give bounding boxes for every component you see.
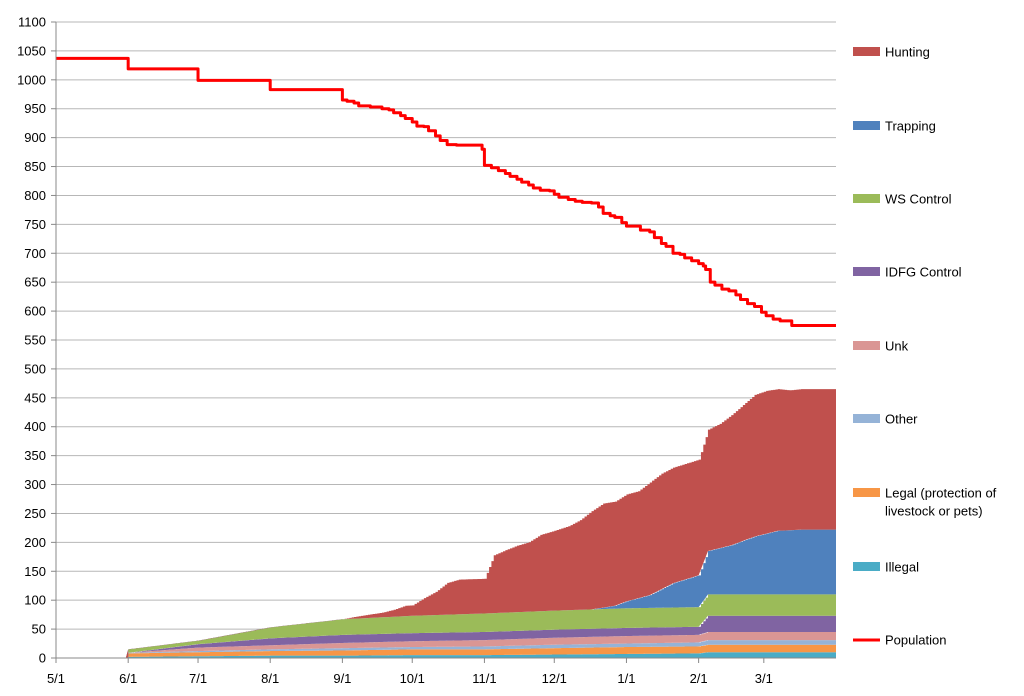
y-tick-label: 700 (24, 246, 46, 261)
y-tick-label: 800 (24, 188, 46, 203)
y-tick-label: 850 (24, 159, 46, 174)
area-idfg-control (56, 615, 836, 658)
legend: Hunting Trapping WS Control IDFG Control Unk… (853, 45, 997, 648)
legend-label-idfg-control: IDFG Control (885, 265, 962, 280)
x-tick-label: 9/1 (333, 671, 351, 686)
y-axis-ticks: 0 50 100 150 200 250 300 350 400 450 500 550 600 650 7… (17, 15, 56, 666)
area-unk (56, 631, 836, 658)
y-tick-label: 300 (24, 477, 46, 492)
area-ws-control (56, 594, 836, 658)
x-tick-label: 6/1 (119, 671, 137, 686)
x-tick-label: 7/1 (189, 671, 207, 686)
x-tick-label: 2/1 (690, 671, 708, 686)
legend-swatch-idfg-control (853, 267, 880, 276)
legend-swatch-legal-protection-of-livestock-or-pets (853, 488, 880, 497)
y-tick-label: 1100 (18, 15, 46, 30)
y-tick-label: 950 (24, 101, 46, 116)
x-tick-label: 3/1 (755, 671, 773, 686)
area-hunting (56, 389, 836, 658)
x-tick-label: 10/1 (400, 671, 425, 686)
area-trapping (56, 529, 836, 658)
area-legal-protection-of-livestock-or-pets (56, 644, 836, 658)
x-tick-label: 12/1 (542, 671, 567, 686)
x-tick-label: 11/1 (472, 671, 496, 686)
population-line (56, 56, 836, 328)
y-tick-label: 1050 (17, 43, 46, 58)
y-tick-label: 450 (24, 390, 46, 405)
y-tick-label: 50 (32, 622, 46, 637)
x-tick-label: 5/1 (47, 671, 65, 686)
y-tick-label: 750 (24, 217, 46, 232)
legend-swatch-hunting (853, 47, 880, 56)
legend-label-illegal: Illegal (885, 560, 919, 575)
legend-label-ws-control: WS Control (885, 192, 952, 207)
y-tick-label: 100 (24, 593, 46, 608)
x-axis-ticks: 5/1 6/1 7/1 8/1 9/1 10/1 11/1 12/1 1/1 2/1 3/1 (47, 658, 773, 686)
y-tick-label: 1000 (17, 72, 46, 87)
legend-swatch-illegal (853, 562, 880, 571)
y-tick-label: 0 (39, 651, 46, 666)
y-tick-label: 650 (24, 275, 46, 290)
legend-label-legal-protection-of-livestock-or-pets: Legal (protection of livestock or pets) (885, 486, 997, 519)
legend-label-unk: Unk (885, 339, 909, 354)
y-tick-label: 250 (24, 506, 46, 521)
legend-label-other: Other (885, 412, 918, 427)
y-tick-label: 150 (24, 564, 46, 579)
legend-swatch-trapping (853, 121, 880, 130)
legend-label-hunting: Hunting (885, 45, 930, 60)
y-tick-label: 500 (24, 361, 46, 376)
area-illegal (56, 652, 836, 658)
y-tick-label: 550 (24, 333, 46, 348)
y-tick-label: 200 (24, 535, 46, 550)
stacked-areas (56, 389, 836, 658)
y-tick-label: 400 (24, 419, 46, 434)
legend-label-trapping: Trapping (885, 119, 936, 134)
legend-label-population: Population (885, 633, 946, 648)
line-population (56, 56, 836, 328)
y-tick-label: 600 (24, 304, 46, 319)
legend-swatch-unk (853, 341, 880, 350)
legend-swatch-ws-control (853, 194, 880, 203)
grid-lines (56, 21, 836, 659)
legend-swatch-other (853, 414, 880, 423)
y-tick-label: 900 (24, 130, 46, 145)
y-tick-label: 350 (24, 448, 46, 463)
x-tick-label: 8/1 (261, 671, 279, 686)
x-tick-label: 1/1 (617, 671, 635, 686)
area-other (56, 640, 836, 658)
